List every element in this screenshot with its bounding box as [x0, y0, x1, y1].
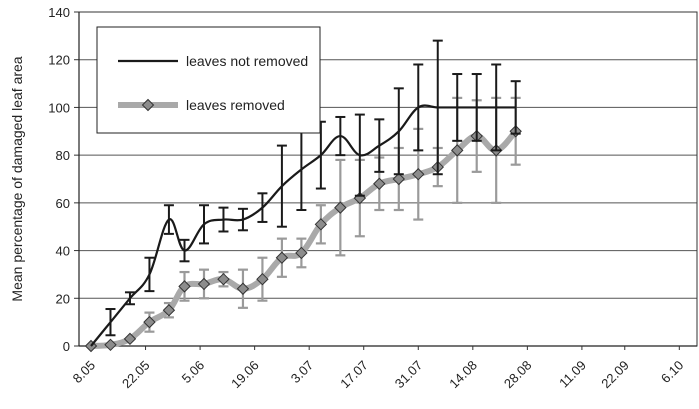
- x-tick-label: 8.05: [70, 358, 99, 387]
- y-tick-label: 0: [63, 339, 70, 354]
- legend: leaves not removed leaves removed: [96, 26, 321, 134]
- data-point-diamond: [217, 272, 230, 286]
- data-point-diamond: [197, 277, 211, 291]
- x-tick-label: 14.08: [446, 358, 480, 392]
- legend-label-leaves-removed: leaves removed: [186, 97, 285, 113]
- x-tick-label: 22.05: [119, 358, 153, 392]
- x-tick-label: 19.06: [228, 358, 262, 392]
- data-point-diamond: [104, 338, 117, 352]
- x-tick-label: 31.07: [392, 358, 426, 392]
- data-point-diamond: [162, 304, 176, 317]
- y-tick-label: 80: [56, 148, 70, 163]
- data-point-diamond: [451, 144, 464, 157]
- y-tick-label: 40: [56, 244, 70, 259]
- data-point-diamond: [314, 218, 328, 231]
- data-point-diamond: [123, 332, 137, 346]
- data-point-diamond: [295, 246, 308, 260]
- y-tick-label: 120: [48, 53, 70, 68]
- y-tick-label: 60: [56, 196, 70, 211]
- data-point-diamond: [412, 168, 425, 181]
- legend-box: [96, 26, 321, 134]
- y-tick-label: 100: [48, 100, 70, 115]
- x-tick-label: 28.08: [501, 358, 535, 392]
- axes: [74, 11, 698, 350]
- legend-label-leaves-not-removed: leaves not removed: [186, 53, 308, 69]
- data-point-diamond: [373, 177, 386, 190]
- x-tick-label: 6.10: [658, 358, 687, 387]
- data-point-diamond: [334, 201, 347, 214]
- data-point-diamond: [236, 282, 250, 295]
- series-leaves-not-removed: [90, 39, 521, 347]
- series-group: [84, 39, 522, 353]
- series-line: [90, 104, 516, 347]
- y-axis-title: Mean percentage of damaged leaf area: [9, 56, 25, 301]
- y-tick-label: 20: [56, 291, 70, 306]
- x-tick-label: 11.09: [556, 358, 589, 391]
- series-leaves-removed: [84, 96, 522, 353]
- x-tick-label: 3.07: [288, 358, 317, 387]
- x-tick-label: 17.07: [337, 358, 371, 392]
- data-point-diamond: [392, 172, 405, 186]
- data-point-diamond: [143, 315, 156, 329]
- data-point-diamond: [256, 272, 269, 286]
- y-tick-label: 140: [48, 5, 70, 20]
- data-point-diamond: [178, 280, 191, 293]
- legend-marker-diamond: [141, 98, 155, 112]
- x-tick-label: 5.06: [179, 358, 208, 387]
- data-point-diamond: [275, 251, 289, 264]
- x-tick-label: 22.09: [598, 358, 632, 392]
